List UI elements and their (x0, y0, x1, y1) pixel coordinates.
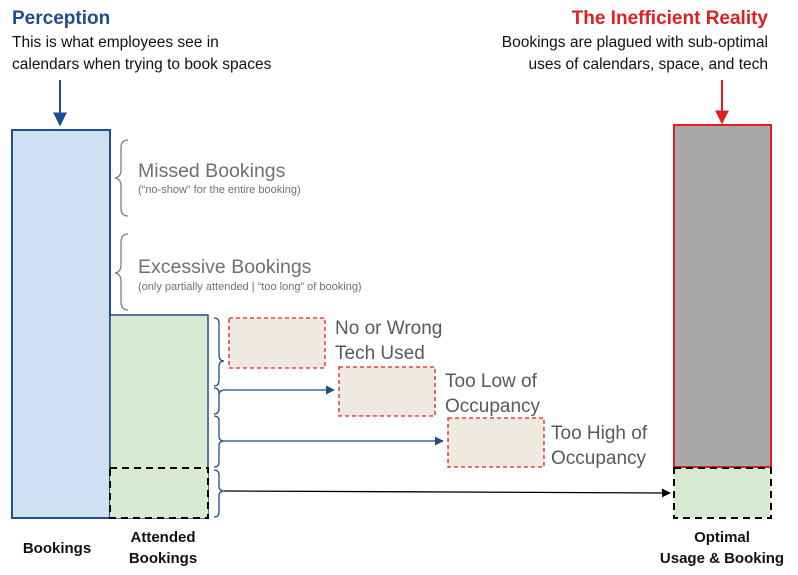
optimal-usage-arrow (223, 488, 671, 498)
low-occupancy-label-line2: Occupancy (445, 396, 541, 417)
bookings-label: Bookings (23, 540, 91, 557)
missed-bookings-bracket (114, 139, 129, 217)
reality-bar (673, 124, 772, 468)
excessive-bookings-label: Excessive Bookings (138, 256, 312, 278)
attended-optimal-portion (109, 467, 209, 519)
wrong-tech-label-line1: No or Wrong (335, 318, 442, 339)
reality-description-line1: Bookings are plagued with sub-optimal (502, 34, 768, 51)
excessive-bookings-bracket (114, 233, 129, 311)
high-occupancy-label-line1: Too High of (551, 423, 648, 444)
missed-bookings-note: (“no-show” for the entire booking) (138, 184, 301, 196)
missed-bookings-label: Missed Bookings (138, 160, 286, 182)
low-occupancy-box (338, 366, 436, 417)
optimal-usage-bar (673, 467, 772, 519)
wrong-tech-label-line2: Tech Used (335, 343, 425, 364)
bookings-bar (11, 129, 111, 519)
attended-label-line2: Bookings (129, 550, 197, 567)
excessive-bookings-note: (only partially attended | “too long” of… (138, 281, 362, 293)
low-occupancy-label-line1: Too Low of (445, 371, 538, 392)
attended-label-line1: Attended (131, 529, 196, 546)
wrong-tech-box (228, 317, 326, 369)
reality-title: The Inefficient Reality (572, 8, 769, 29)
optimal-label-line1: Optimal (694, 529, 750, 546)
reality-description-line2: uses of calendars, space, and tech (528, 56, 768, 73)
perception-description-line1: This is what employees see in (12, 34, 219, 51)
high-occupancy-label-line2: Occupancy (551, 448, 647, 469)
optimal-label-line2: Usage & Booking (660, 550, 784, 567)
perception-title: Perception (12, 8, 110, 29)
high-occupancy-box (447, 417, 545, 468)
perception-description-line2: calendars when trying to book spaces (12, 56, 272, 73)
attended-breakdown-brackets (213, 317, 226, 518)
